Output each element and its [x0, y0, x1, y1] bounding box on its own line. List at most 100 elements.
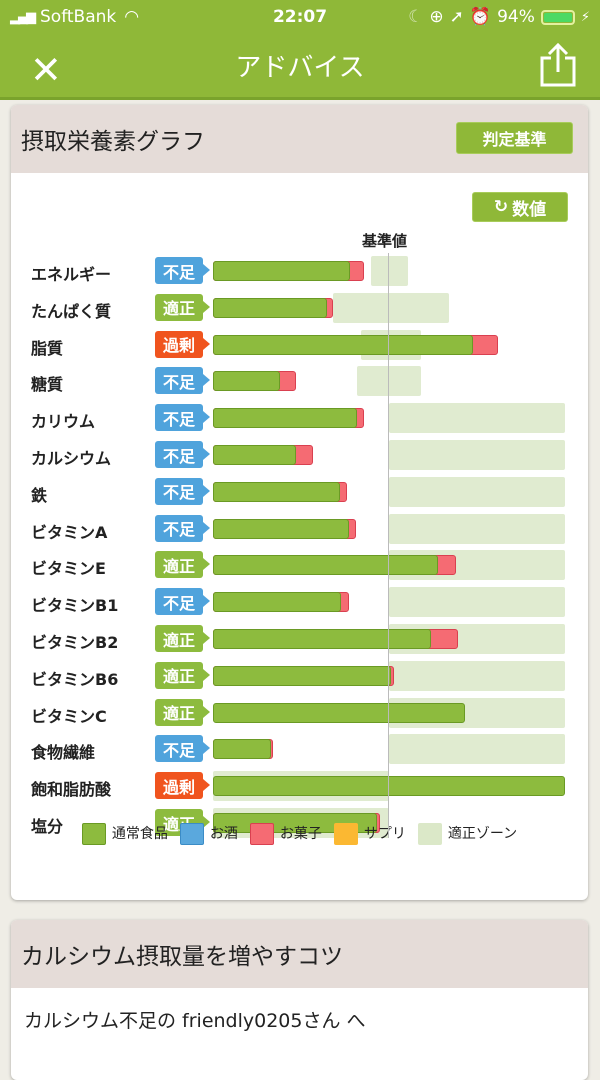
bar-food [213, 665, 391, 686]
chart-row: ビタミンC 適正 [11, 695, 588, 732]
status-text: 不足 [162, 520, 195, 540]
nutrient-label: カリウム [31, 412, 96, 432]
legend-alcohol: お酒 [179, 823, 238, 845]
status-badge: 過剰 [155, 772, 210, 800]
nutrient-label: カルシウム [31, 449, 112, 468]
optimal-zone [389, 660, 565, 691]
optimal-zone [371, 256, 409, 286]
nutrient-label: 鉄 [31, 485, 48, 505]
nutrient-label: 塩分 [31, 817, 64, 836]
chart-row: 鉄 不足 [11, 474, 588, 511]
nutrient-label: 食物繊維 [31, 743, 96, 763]
close-icon[interactable]: ✕ [30, 48, 62, 92]
toggle-value-label: 数値 [512, 199, 547, 220]
alarm-icon: ⏰ [469, 7, 492, 27]
nutrient-label: ビタミンB6 [31, 669, 119, 689]
status-badge: 適正 [155, 698, 210, 726]
chart-row: 糖質 不足 [11, 363, 588, 400]
bar-food [213, 408, 358, 429]
judge-criteria-button[interactable]: 判定基準 [456, 122, 573, 154]
reference-line [388, 253, 389, 838]
bar-food [213, 739, 272, 760]
status-badge: 不足 [155, 367, 210, 395]
toggle-value-button[interactable]: ↻ 数値 [472, 192, 568, 222]
charging-icon: ⚡ [580, 9, 590, 25]
status-text: 不足 [162, 593, 195, 613]
status-text: 不足 [162, 740, 195, 760]
chart-row: ビタミンB2 適正 [11, 621, 588, 658]
tips-title: カルシウム摂取量を増やすコツ [21, 944, 343, 970]
nutrient-label: 脂質 [31, 338, 64, 358]
chart-row: 食物繊維 不足 [11, 731, 588, 768]
status-badge: 適正 [155, 551, 210, 579]
status-badge: 適正 [155, 293, 210, 321]
status-text: 不足 [162, 262, 195, 282]
status-text: 適正 [162, 556, 195, 576]
status-badge: 不足 [155, 588, 210, 616]
bar-food [213, 297, 328, 318]
chart-row: ビタミンE 適正 [11, 547, 588, 584]
moon-icon: ☾ [408, 7, 424, 27]
optimal-zone [332, 292, 449, 323]
chart-row: 飽和脂肪酸 過剰 [11, 768, 588, 805]
clock: 22:07 [272, 7, 328, 27]
status-badge: 不足 [155, 404, 210, 432]
nav-bar: ✕ アドバイス [0, 34, 600, 100]
nutrient-label: エネルギー [31, 265, 112, 284]
chart-row: カリウム 不足 [11, 400, 588, 437]
legend-zone: 適正ゾーン [417, 823, 517, 845]
nutrient-graph-card: 摂取栄養素グラフ 判定基準 ↻ 数値 基準値 エネルギー 不足 たんぱく質 適正 脂質過… [11, 105, 588, 900]
tips-message: カルシウム不足の friendly0205さん へ [24, 1010, 366, 1032]
bar-food [213, 702, 465, 723]
share-icon[interactable] [538, 42, 578, 92]
optimal-zone [389, 587, 565, 618]
status-text: 過剰 [162, 336, 195, 356]
status-text: 過剰 [162, 777, 195, 797]
chart-row: 脂質 過剰 [11, 327, 588, 364]
status-badge: 過剰 [155, 330, 210, 358]
nutrient-label: 飽和脂肪酸 [31, 780, 112, 800]
bar-food [213, 481, 340, 502]
refresh-icon: ↻ [493, 197, 509, 217]
status-bar: ▂▄▆ SoftBank ◠ 22:07 ☾ ⊕ ➚ ⏰ 94% ⚡ [0, 0, 600, 34]
bar-food [213, 555, 439, 576]
chart-row: ビタミンA 不足 [11, 511, 588, 548]
chart-row: エネルギー 不足 [11, 253, 588, 290]
signal-icon: ▂▄▆ [10, 9, 36, 25]
status-badge: 不足 [155, 477, 210, 505]
legend-sweets: お菓子 [249, 823, 322, 845]
status-badge: 不足 [155, 514, 210, 542]
bar-food [213, 445, 296, 465]
optimal-zone [389, 440, 565, 470]
nutrient-label: ビタミンB2 [31, 633, 119, 652]
status-text: 不足 [162, 446, 195, 466]
location-icon: ➚ [449, 7, 464, 27]
status-badge: 不足 [155, 441, 210, 468]
card-title: 摂取栄養素グラフ [21, 129, 205, 155]
nutrient-label: 糖質 [31, 375, 64, 395]
battery-percent: 94% [497, 7, 535, 27]
bar-food [213, 371, 280, 392]
nutrient-label: ビタミンC [31, 706, 107, 726]
bar-food [213, 334, 474, 355]
nutrient-label: たんぱく質 [31, 301, 112, 321]
legend: 通常食品 お酒 お菓子 サプリ 適正ゾーン [11, 823, 588, 845]
bar-food [213, 776, 565, 797]
rotation-lock-icon: ⊕ [429, 7, 444, 27]
status-text: 適正 [162, 299, 195, 319]
status-badge: 不足 [155, 735, 210, 763]
status-text: 適正 [162, 630, 195, 650]
legend-supplement: サプリ [333, 823, 406, 845]
status-text: 不足 [162, 372, 195, 392]
chart-row: たんぱく質 適正 [11, 290, 588, 327]
chart-row: ビタミンB6 適正 [11, 658, 588, 695]
status-badge: 適正 [155, 625, 210, 652]
nutrient-label: ビタミンE [31, 559, 106, 579]
bar-food [213, 261, 351, 281]
reference-label: 基準値 [362, 232, 408, 250]
bar-food [213, 629, 432, 649]
status-text: 適正 [162, 704, 195, 724]
optimal-zone [389, 403, 565, 434]
bar-food [213, 592, 342, 613]
legend-food: 通常食品 [81, 823, 168, 845]
